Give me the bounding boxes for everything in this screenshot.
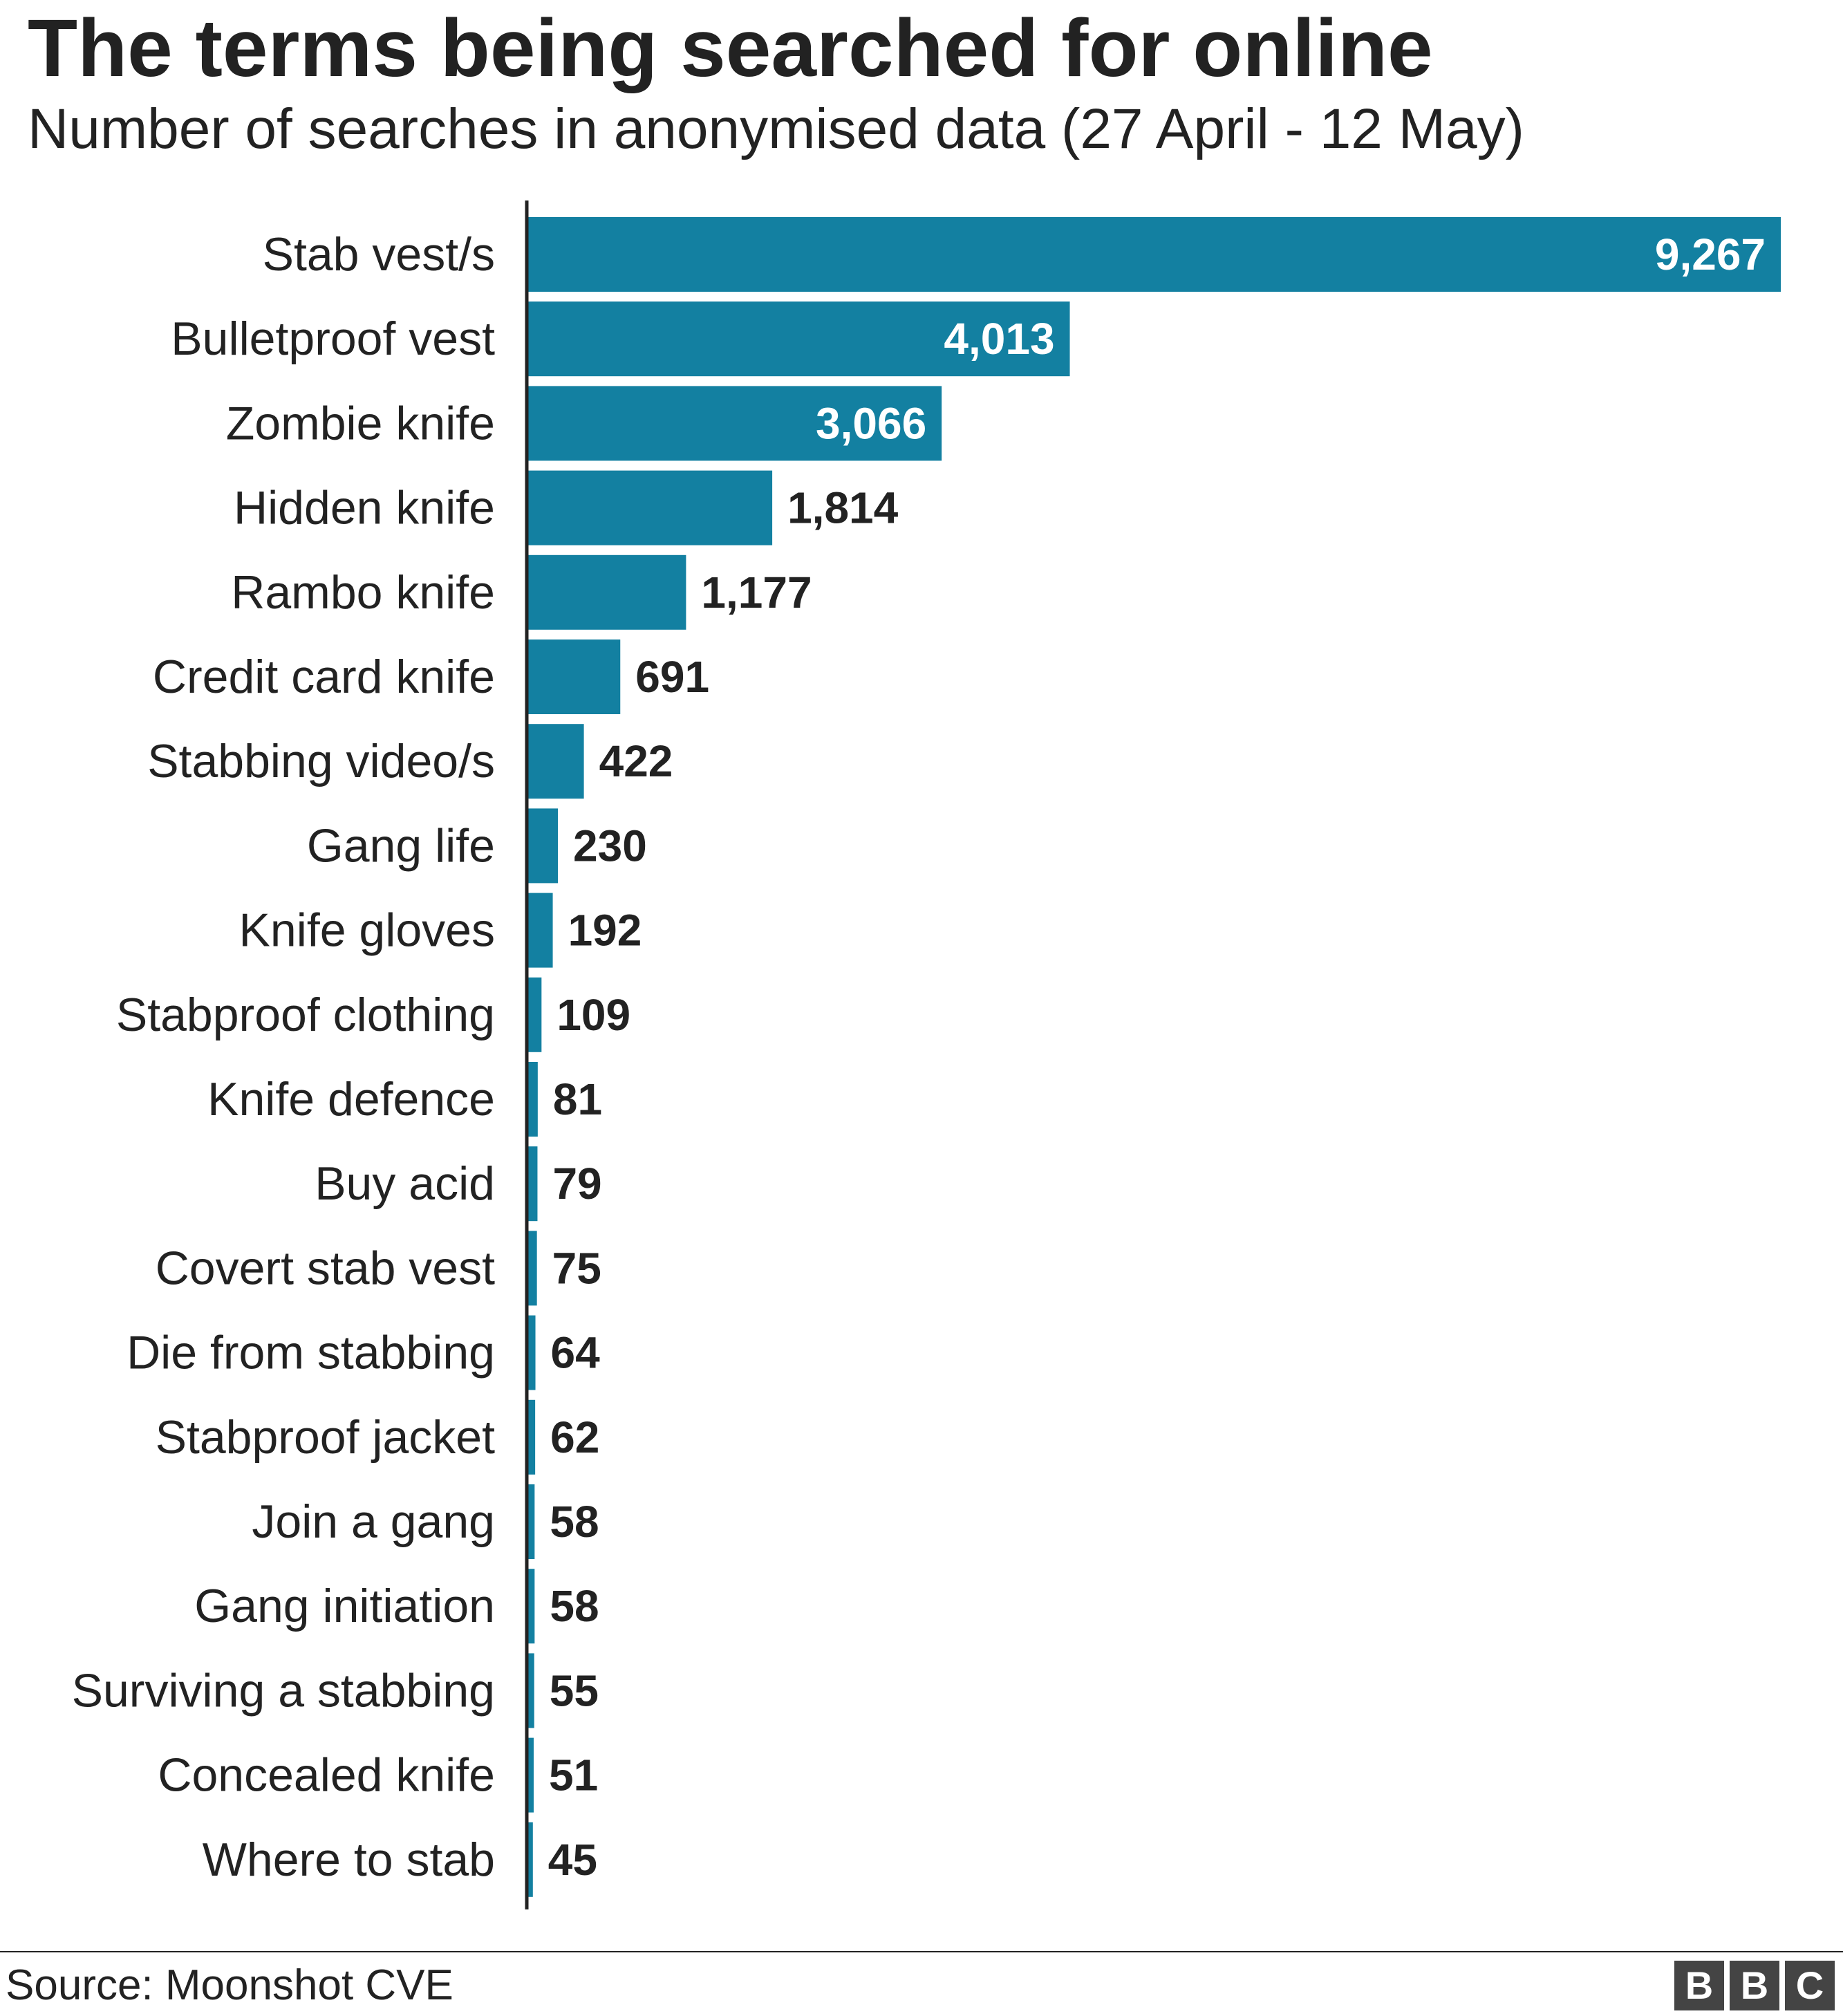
value-label-hidden-knife: 1,814 (787, 483, 899, 533)
bar-stabbing-video-s (527, 724, 584, 799)
value-label-knife-gloves: 192 (568, 906, 642, 955)
value-label-rambo-knife: 1,177 (701, 568, 812, 617)
bar-hidden-knife (527, 470, 773, 545)
category-label-knife-gloves: Knife gloves (239, 904, 495, 957)
bar-stabproof-jacket (527, 1399, 536, 1475)
value-label-zombie-knife: 3,066 (816, 398, 926, 448)
bar-chart: Stab vest/s Bulletproof vest Zombie knife H… (72, 200, 1781, 1910)
bar-credit-card-knife (527, 640, 621, 714)
category-label-surviving-a-stabbing: Surviving a stabbing (72, 1664, 495, 1717)
bbc-logo: B B C (1674, 1961, 1835, 2010)
footer-divider (0, 1951, 1843, 1952)
category-label-zombie-knife: Zombie knife (226, 397, 495, 449)
bbc-logo-letter-1: B (1674, 1961, 1724, 2010)
category-label-stabproof-jacket: Stabproof jacket (156, 1411, 496, 1464)
value-label-surviving-a-stabbing: 55 (550, 1665, 599, 1715)
bar-stab-vest-s (527, 217, 1781, 292)
chart-title: The terms being searched for online (28, 3, 1433, 94)
bar-gang-initiation (527, 1569, 535, 1644)
source-note: Source: Moonshot CVE (6, 1961, 453, 2009)
bar-surviving-a-stabbing (527, 1653, 534, 1728)
category-label-stabproof-clothing: Stabproof clothing (116, 989, 495, 1041)
category-label-credit-card-knife: Credit card knife (153, 651, 495, 703)
bar-gang-life (527, 808, 559, 884)
category-label-rambo-knife: Rambo knife (231, 566, 495, 619)
bbc-logo-letter-3: C (1785, 1961, 1835, 2010)
category-label-bulletproof-vest: Bulletproof vest (171, 312, 495, 365)
category-label-die-from-stabbing: Die from stabbing (127, 1327, 495, 1379)
bar-die-from-stabbing (527, 1315, 536, 1390)
bar-where-to-stab (527, 1822, 533, 1897)
bar-rambo-knife (527, 554, 686, 630)
bar-knife-defence (527, 1062, 538, 1137)
bar-bulletproof-vest (527, 301, 1070, 377)
category-label-knife-defence: Knife defence (207, 1073, 495, 1126)
value-label-stabbing-video-s: 422 (599, 736, 673, 786)
category-label-buy-acid: Buy acid (315, 1157, 495, 1210)
category-label-gang-initiation: Gang initiation (194, 1580, 495, 1632)
category-label-stabbing-video-s: Stabbing video/s (147, 735, 495, 787)
value-label-gang-life: 230 (573, 821, 647, 870)
bar-covert-stab-vest (527, 1231, 537, 1306)
category-label-join-a-gang: Join a gang (252, 1495, 495, 1548)
chart-subtitle: Number of searches in anonymised data (2… (28, 97, 1524, 160)
value-label-die-from-stabbing: 64 (551, 1328, 601, 1378)
category-label-hidden-knife: Hidden knife (234, 482, 495, 534)
value-label-gang-initiation: 58 (550, 1581, 599, 1631)
bar-stabproof-clothing (527, 977, 542, 1052)
bars-group (527, 217, 1781, 1897)
category-label-where-to-stab: Where to stab (203, 1833, 495, 1886)
bar-join-a-gang (527, 1484, 535, 1559)
value-label-credit-card-knife: 691 (635, 652, 709, 702)
category-labels-group: Stab vest/s Bulletproof vest Zombie knife H… (72, 228, 495, 1886)
value-label-where-to-stab: 45 (548, 1835, 597, 1885)
bar-buy-acid (527, 1146, 538, 1222)
value-label-join-a-gang: 58 (550, 1497, 599, 1547)
category-label-covert-stab-vest: Covert stab vest (156, 1242, 495, 1294)
value-label-stabproof-jacket: 62 (550, 1412, 599, 1462)
bar-concealed-knife (527, 1737, 534, 1813)
value-label-stabproof-clothing: 109 (556, 990, 630, 1040)
bar-zombie-knife (527, 386, 942, 461)
bbc-logo-letter-2: B (1730, 1961, 1779, 2010)
value-labels-group: 9,267 4,013 3,066 1,814 1,177 691 422 230 192 109… (548, 230, 1766, 1885)
value-label-knife-defence: 81 (553, 1074, 602, 1124)
bar-knife-gloves (527, 893, 553, 968)
value-label-bulletproof-vest: 4,013 (944, 314, 1054, 364)
value-label-covert-stab-vest: 75 (552, 1243, 601, 1293)
value-label-concealed-knife: 51 (549, 1751, 598, 1800)
category-label-concealed-knife: Concealed knife (158, 1749, 495, 1802)
category-label-stab-vest-s: Stab vest/s (263, 228, 495, 281)
value-label-buy-acid: 79 (552, 1159, 601, 1208)
category-label-gang-life: Gang life (307, 819, 495, 872)
value-label-stab-vest-s: 9,267 (1655, 230, 1766, 279)
